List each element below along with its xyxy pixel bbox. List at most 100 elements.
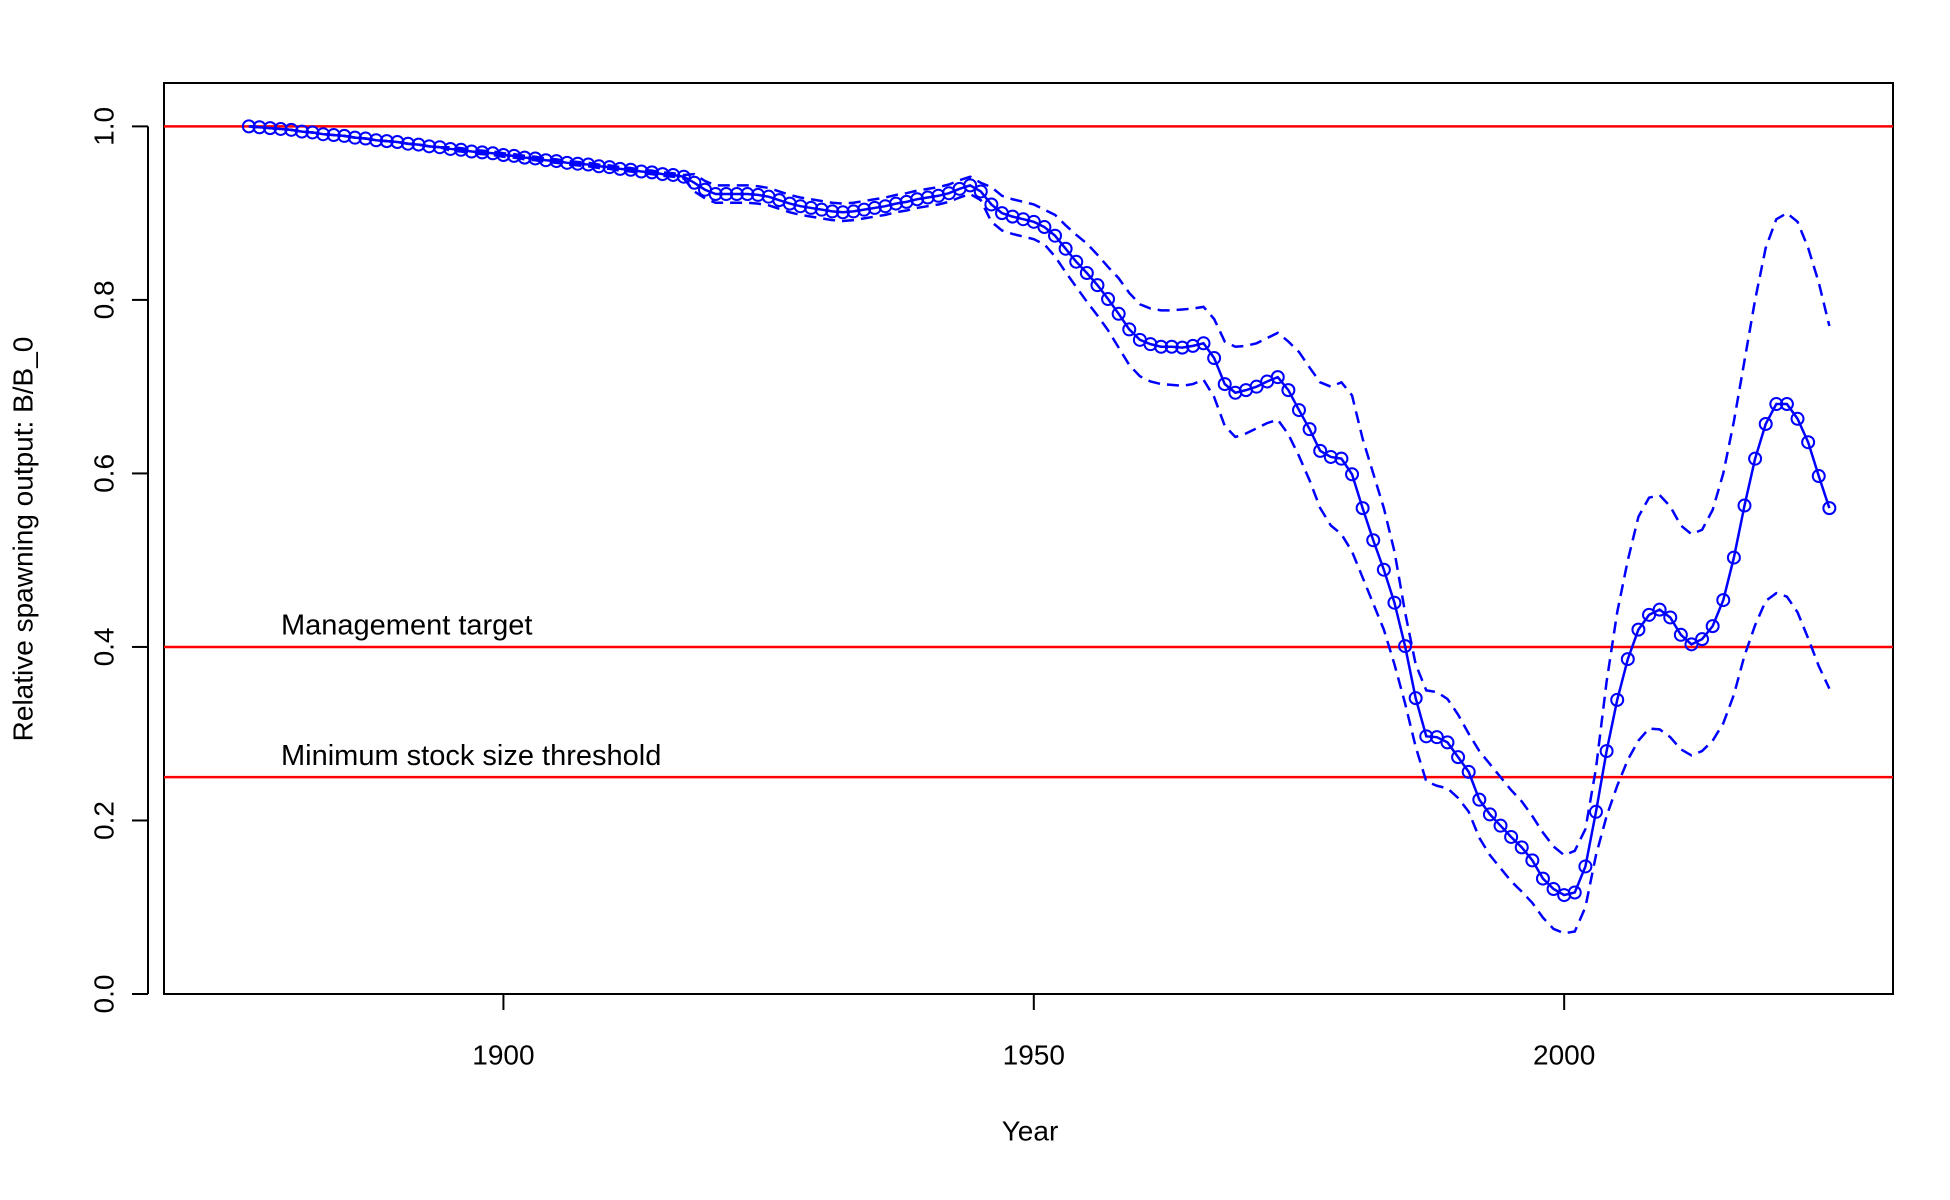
point xyxy=(963,178,978,193)
point xyxy=(1472,792,1487,807)
point xyxy=(1154,339,1169,354)
point xyxy=(1376,562,1391,577)
point xyxy=(740,187,755,202)
point xyxy=(1037,220,1052,235)
point xyxy=(1599,744,1614,759)
point xyxy=(1620,652,1635,667)
point xyxy=(1069,254,1084,269)
y-tick-label: 0.6 xyxy=(88,454,119,493)
point xyxy=(1419,729,1434,744)
y-tick-label: 0.2 xyxy=(88,801,119,840)
point xyxy=(1164,339,1179,354)
point xyxy=(1048,228,1063,243)
point xyxy=(676,169,691,184)
interval-line xyxy=(248,125,1831,857)
point xyxy=(1313,443,1328,458)
point xyxy=(1504,829,1519,844)
point xyxy=(1716,593,1731,608)
point xyxy=(1663,610,1678,625)
point xyxy=(1451,750,1466,765)
point xyxy=(1482,807,1497,822)
point xyxy=(857,202,872,217)
point xyxy=(1101,292,1116,307)
x-tick-label: 1900 xyxy=(472,1039,534,1070)
point xyxy=(719,187,734,202)
y-tick-label: 0.0 xyxy=(88,975,119,1014)
y-axis-label: Relative spawning output: B/B_0 xyxy=(7,337,38,742)
y-tick-label: 0.4 xyxy=(88,627,119,666)
point xyxy=(804,200,819,215)
point xyxy=(1514,840,1529,855)
point xyxy=(1493,818,1508,833)
point xyxy=(1281,383,1296,398)
point xyxy=(1811,469,1826,484)
point xyxy=(1631,622,1646,637)
point xyxy=(846,204,861,219)
point xyxy=(1801,435,1816,450)
point xyxy=(1726,550,1741,565)
point xyxy=(1366,533,1381,548)
point xyxy=(1769,397,1784,412)
point xyxy=(1673,627,1688,642)
point xyxy=(1695,632,1710,647)
point xyxy=(1546,882,1561,897)
point xyxy=(1705,619,1720,634)
point xyxy=(1822,501,1837,516)
point xyxy=(1217,377,1232,392)
point xyxy=(984,197,999,212)
point xyxy=(1578,859,1593,874)
point xyxy=(814,202,829,217)
x-tick-label: 1950 xyxy=(1003,1039,1065,1070)
point xyxy=(1737,498,1752,513)
point xyxy=(1355,501,1370,516)
point xyxy=(1111,306,1126,321)
x-axis-label: Year xyxy=(1002,1115,1059,1146)
point xyxy=(1779,397,1794,412)
point xyxy=(1440,735,1455,750)
point xyxy=(1122,322,1137,337)
point xyxy=(1175,340,1190,355)
y-tick-label: 0.8 xyxy=(88,280,119,319)
point xyxy=(1652,602,1667,617)
point xyxy=(1610,692,1625,707)
point xyxy=(920,190,935,205)
point xyxy=(1525,853,1540,868)
point xyxy=(867,200,882,215)
point xyxy=(1196,336,1211,351)
point xyxy=(1748,451,1763,466)
point xyxy=(888,196,903,211)
point xyxy=(1090,278,1105,293)
point xyxy=(1291,403,1306,418)
point xyxy=(1207,351,1222,366)
interval-line xyxy=(248,125,1831,935)
reference-label: Management target xyxy=(281,610,532,642)
point xyxy=(1345,467,1360,482)
point xyxy=(1588,804,1603,819)
point xyxy=(1567,885,1582,900)
point xyxy=(1334,451,1349,466)
point xyxy=(835,205,850,220)
point xyxy=(1323,449,1338,464)
point xyxy=(1535,871,1550,886)
point xyxy=(1398,639,1413,654)
point xyxy=(1387,595,1402,610)
point xyxy=(1758,416,1773,431)
x-tick-label: 2000 xyxy=(1533,1039,1595,1070)
point xyxy=(793,199,808,214)
point xyxy=(1058,241,1073,256)
y-tick-label: 1.0 xyxy=(88,107,119,146)
point xyxy=(1302,422,1317,437)
point xyxy=(751,187,766,202)
point xyxy=(708,187,723,202)
point xyxy=(729,187,744,202)
point xyxy=(1790,411,1805,426)
point xyxy=(1079,266,1094,281)
point xyxy=(825,204,840,219)
reference-label: Minimum stock size threshold xyxy=(281,740,661,772)
point xyxy=(910,192,925,207)
point xyxy=(1408,691,1423,706)
point xyxy=(1270,370,1285,385)
point xyxy=(1461,764,1476,779)
point xyxy=(973,184,988,199)
